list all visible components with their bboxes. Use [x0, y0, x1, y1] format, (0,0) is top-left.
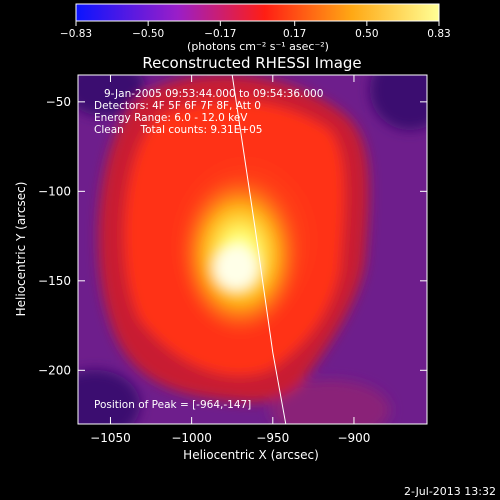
- x-axis-label: Heliocentric X (arcsec): [183, 448, 319, 462]
- y-tick-label: −50: [46, 95, 71, 109]
- colorbar-tick-label: 0.17: [283, 28, 306, 40]
- x-axis-ticks: −1050 −1000 −950 −900: [90, 75, 370, 445]
- y-axis-ticks: −50 −100 −150 −200: [38, 95, 427, 377]
- solar-limb-line: [231, 75, 287, 424]
- emission-blobs: [78, 75, 427, 424]
- colorbar-tick-label: −0.50: [132, 28, 164, 40]
- annotation-time-range: 9-Jan-2005 09:53:44.000 to 09:54:36.000: [104, 88, 323, 100]
- x-tick-label: −1000: [171, 431, 212, 445]
- colorbar-tick-label: 0.83: [427, 28, 450, 40]
- plot-area: [78, 75, 427, 424]
- chart-title: Reconstructed RHESSI Image: [142, 54, 361, 72]
- colorbar-tick-label: 0.50: [355, 28, 378, 40]
- colorbar-label: (photons cm⁻² s⁻¹ asec⁻²): [187, 40, 329, 53]
- annotation-energy-range: Energy Range: 6.0 - 12.0 keV: [94, 112, 248, 124]
- plot-frame: [77, 74, 428, 425]
- colorbar-ticks: −0.83 −0.50 −0.17 0.17 0.50 0.83: [60, 21, 451, 40]
- y-tick-label: −200: [38, 363, 71, 377]
- colorbar-tick-label: −0.83: [60, 28, 92, 40]
- y-tick-label: −150: [38, 274, 71, 288]
- y-axis-label: Heliocentric Y (arcsec): [14, 182, 28, 317]
- annotation-detectors: Detectors: 4F 5F 6F 7F 8F, Att 0: [94, 100, 261, 112]
- y-tick-label: −100: [38, 184, 71, 198]
- annotation-clean-counts: Clean Total counts: 9.31E+05: [94, 124, 263, 136]
- x-tick-label: −950: [256, 431, 289, 445]
- colorbar: [75, 3, 440, 22]
- timestamp: 2-Jul-2013 13:32: [404, 485, 496, 498]
- x-tick-label: −900: [337, 431, 370, 445]
- colorbar-tick-label: −0.17: [204, 28, 236, 40]
- x-tick-label: −1050: [90, 431, 131, 445]
- annotations: 9-Jan-2005 09:53:44.000 to 09:54:36.000 …: [94, 88, 323, 411]
- annotation-peak-position: Position of Peak = [-964,-147]: [94, 399, 251, 411]
